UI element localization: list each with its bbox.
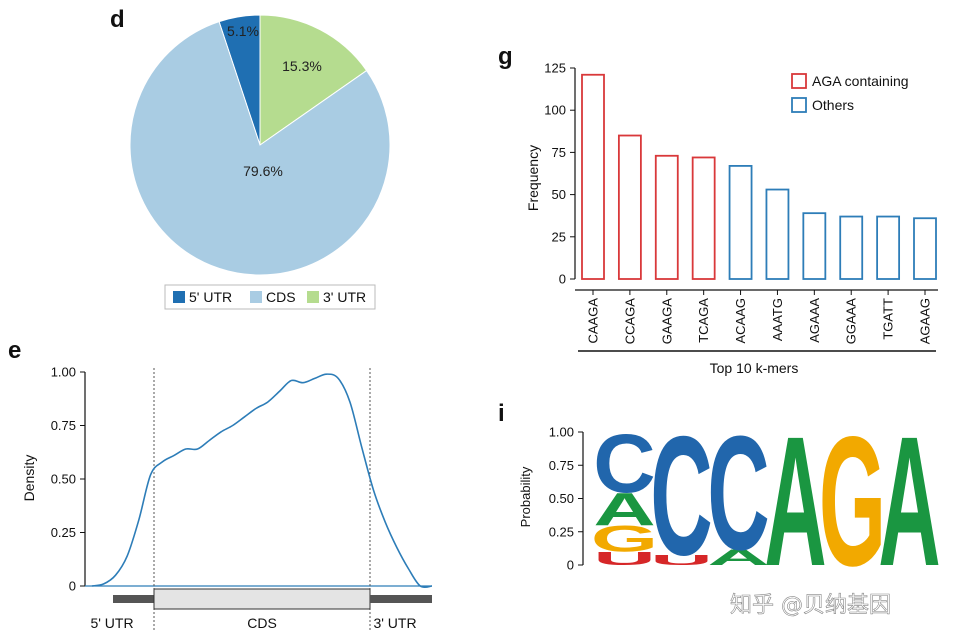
pie-legend-label: 5' UTR [189, 289, 232, 305]
logo-letter: G [591, 519, 658, 560]
logo-letter: U [650, 552, 712, 568]
pie-legend-swatch [173, 291, 185, 303]
bar-legend-label: AGA containing [812, 73, 909, 89]
bar [617, 134, 642, 280]
bar [913, 217, 937, 280]
pie-slice-label: 5.1% [227, 23, 259, 39]
density-chart: Density 0 0.25 0.50 0.75 1.00 5' UTR CDS 3' UTR [21, 365, 433, 632]
logo-letter: A [593, 483, 655, 535]
pie-slice-label: 15.3% [282, 58, 322, 74]
cds-box [153, 588, 371, 610]
logo-letter: U [593, 548, 655, 569]
density-y-label: Density [21, 455, 37, 502]
bar-y-tick-label: 100 [544, 103, 566, 118]
bar [839, 215, 864, 280]
utr3-bar [370, 595, 432, 603]
logo-letter: C [593, 416, 655, 509]
pie-slice [259, 14, 368, 146]
pie-legend-frame [164, 284, 376, 310]
bar [728, 165, 753, 280]
logo-y-tick-label: 0.50 [549, 491, 574, 506]
region-label: 3' UTR [373, 615, 416, 631]
pie-slice [129, 20, 391, 276]
bar-y-tick-label: 75 [552, 145, 566, 160]
bar-y-label: Frequency [525, 145, 541, 211]
bar-x-tick-label: CAAGA [586, 298, 601, 344]
logo-y-tick-label: 0.75 [549, 458, 574, 473]
logo-y-tick-label: 0 [567, 558, 574, 573]
logo-y-tick-label: 1.00 [549, 425, 574, 440]
logo-letter: A [764, 397, 826, 605]
bar-x-tick-label: ACAAG [733, 298, 748, 344]
panel-letter-d: d [110, 6, 125, 33]
pie-legend: 5' UTR CDS 3' UTR [164, 284, 376, 310]
density-y-tick-label: 0.75 [51, 418, 76, 433]
bar-x-tick-label: AGAAG [918, 298, 933, 344]
bar-x-label: Top 10 k-mers [710, 360, 799, 376]
pie-chart: 5.1% 15.3% 79.6% [129, 14, 391, 276]
bar [581, 73, 605, 280]
density-y-tick-label: 0.50 [51, 472, 76, 487]
bar-x-tick-label: AAATG [770, 298, 785, 341]
utr5-bar [113, 595, 154, 603]
pie-slice-label: 79.6% [243, 163, 283, 179]
logo-letter: C [707, 402, 769, 584]
bar-x-tick-label: TGATT [881, 298, 896, 340]
region-label: 5' UTR [90, 615, 133, 631]
density-curve [91, 373, 433, 589]
density-y-tick-label: 1.00 [51, 365, 76, 380]
bar-legend-swatch [791, 97, 807, 113]
bar-y-tick-label: 50 [552, 187, 566, 202]
bar-y-tick-label: 0 [559, 272, 566, 287]
pie-legend-swatch [250, 291, 262, 303]
bar-x-tick-label: CCAGA [622, 298, 637, 345]
bar-y-tick-label: 125 [544, 61, 566, 76]
bar-legend-label: Others [812, 97, 854, 113]
bar [802, 212, 827, 280]
pie-legend-label: 3' UTR [323, 289, 366, 305]
bar-y-tick-label: 25 [552, 229, 566, 244]
region-label: CDS [247, 615, 277, 631]
panel-letter-g: g [498, 43, 513, 70]
watermark-text: 知乎 @贝纳基因 [730, 593, 891, 618]
panel-letter-i: i [498, 400, 505, 427]
bar [691, 156, 716, 280]
panel-letter-e: e [8, 337, 21, 364]
bar [654, 154, 679, 280]
bar [876, 215, 901, 280]
bar-x-tick-label: GGAAA [844, 298, 859, 345]
bar-legend-swatch [791, 73, 807, 89]
logo-y-label: Probability [518, 466, 533, 527]
logo-letter: G [819, 397, 886, 605]
density-y-tick-label: 0.25 [51, 525, 76, 540]
logo-letter: C [650, 401, 712, 591]
logo-letter: A [707, 545, 769, 570]
pie-legend-swatch [307, 291, 319, 303]
density-y-tick-label: 0 [69, 579, 76, 594]
bar-x-tick-label: GAAGA [659, 298, 674, 345]
bar-x-tick-label: AGAAA [807, 298, 822, 343]
bar-chart: Frequency Top 10 k-mers 0 25 50 75 100 125 CAA… [525, 61, 938, 376]
logo-y-tick-label: 0.25 [549, 524, 574, 539]
pie-legend-label: CDS [266, 289, 296, 305]
bar-x-tick-label: TCAGA [696, 298, 711, 343]
bar [765, 188, 790, 280]
logo-letter: A [878, 397, 940, 605]
